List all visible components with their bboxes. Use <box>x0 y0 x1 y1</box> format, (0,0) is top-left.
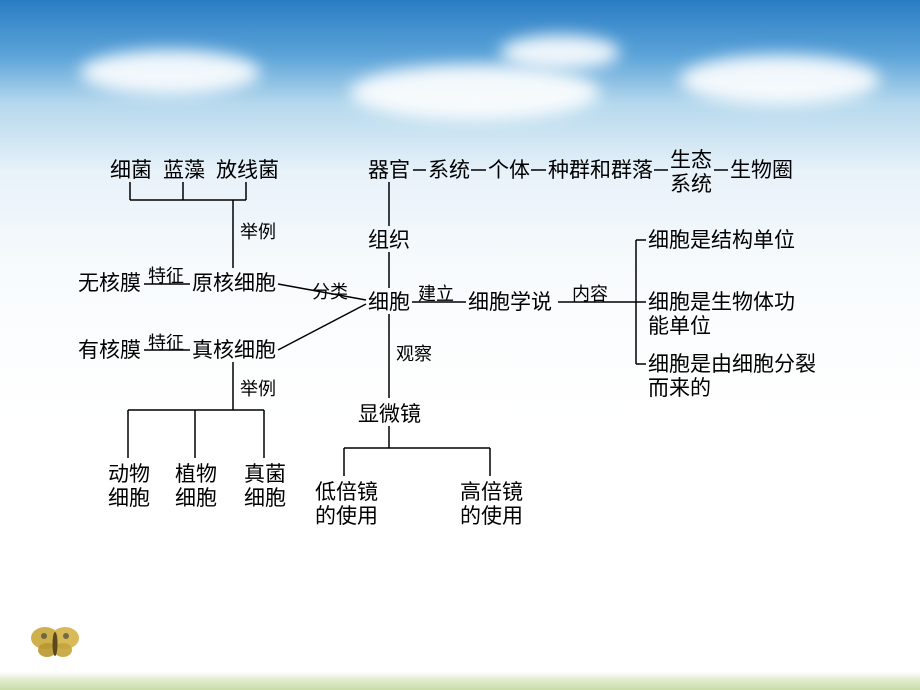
node-tissue: 组织 <box>368 228 410 252</box>
label-classify: 分类 <box>312 278 348 304</box>
theory2-line2: 能单位 <box>648 314 711 338</box>
high-mag-l1: 高倍镜 <box>460 480 523 504</box>
node-theory-2: 细胞是生物体功 能单位 <box>648 290 795 338</box>
label-establish: 建立 <box>418 280 454 306</box>
node-no-nuclear-membrane: 无核膜 <box>78 271 141 295</box>
plant-l2: 细胞 <box>175 486 217 510</box>
fungal-l1: 真菌 <box>244 462 286 486</box>
butterfly-icon <box>25 620 85 665</box>
node-bacteria: 细菌 <box>110 158 152 182</box>
low-mag-l2: 的使用 <box>315 504 378 528</box>
node-theory-3: 细胞是由细胞分裂 而来的 <box>648 352 816 400</box>
theory2-line1: 细胞是生物体功 <box>648 290 795 314</box>
ecosystem-line1: 生态 <box>670 148 712 172</box>
node-eukaryote: 真核细胞 <box>192 338 276 362</box>
node-system: 系统 <box>428 158 470 182</box>
theory3-line1: 细胞是由细胞分裂 <box>648 352 816 376</box>
plant-l1: 植物 <box>175 462 217 486</box>
node-high-magnification: 高倍镜 的使用 <box>460 480 523 528</box>
label-feature-2: 特征 <box>148 329 184 355</box>
node-cell: 细胞 <box>368 290 410 314</box>
label-observe: 观察 <box>396 340 432 366</box>
animal-l1: 动物 <box>108 462 150 486</box>
node-biosphere: 生物圈 <box>730 158 793 182</box>
low-mag-l1: 低倍镜 <box>315 480 378 504</box>
label-feature-1: 特征 <box>148 262 184 288</box>
node-individual: 个体 <box>488 158 530 182</box>
node-microscope: 显微镜 <box>358 402 421 426</box>
node-actinomycetes: 放线菌 <box>216 158 279 182</box>
node-fungal-cell: 真菌 细胞 <box>244 462 286 510</box>
label-content: 内容 <box>572 280 608 306</box>
node-theory-1: 细胞是结构单位 <box>648 228 795 252</box>
node-organ: 器官 <box>368 158 410 182</box>
node-animal-cell: 动物 细胞 <box>108 462 150 510</box>
ecosystem-line2: 系统 <box>670 172 712 196</box>
label-example-euk: 举例 <box>240 375 276 401</box>
node-cell-theory: 细胞学说 <box>468 290 552 314</box>
node-plant-cell: 植物 细胞 <box>175 462 217 510</box>
fungal-l2: 细胞 <box>244 486 286 510</box>
node-ecosystem: 生态 系统 <box>670 148 712 196</box>
theory3-line2: 而来的 <box>648 376 711 400</box>
node-has-nuclear-membrane: 有核膜 <box>78 338 141 362</box>
concept-map: 细菌 蓝藻 放线菌 器官 系统 个体 种群和群落 生态 系统 生物圈 举例 组织… <box>0 0 920 690</box>
node-cyanobacteria: 蓝藻 <box>163 158 205 182</box>
high-mag-l2: 的使用 <box>460 504 523 528</box>
animal-l2: 细胞 <box>108 486 150 510</box>
node-population-community: 种群和群落 <box>548 158 653 182</box>
node-prokaryote: 原核细胞 <box>192 271 276 295</box>
node-low-magnification: 低倍镜 的使用 <box>315 480 378 528</box>
label-example-prok: 举例 <box>240 218 276 244</box>
